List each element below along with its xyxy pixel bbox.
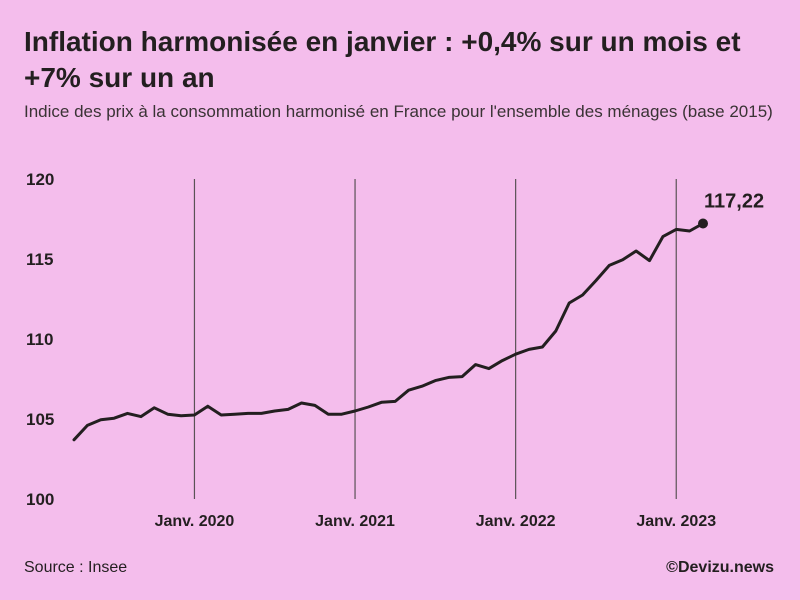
source-note: Source : Insee <box>24 559 128 576</box>
last-value-label: 117,22 <box>704 190 764 212</box>
credit-logo: ©Devizu.news <box>666 559 774 576</box>
chart-subtitle: Indice des prix à la consommation harmon… <box>24 102 773 121</box>
y-tick-label: 105 <box>26 410 54 429</box>
x-tick-label: Janv. 2022 <box>476 513 556 530</box>
x-tick-label: Janv. 2023 <box>636 513 716 530</box>
last-value-point <box>698 218 708 229</box>
y-tick-label: 100 <box>26 490 54 509</box>
x-tick-label: Janv. 2021 <box>315 513 395 530</box>
y-axis-ticks: 100 105 110 115 120 <box>26 170 54 509</box>
series-line-ipch <box>72 222 705 442</box>
y-tick-label: 115 <box>26 250 53 269</box>
x-tick-label: Janv. 2020 <box>155 513 235 530</box>
gridlines <box>193 179 677 499</box>
x-axis-ticks: Janv. 2020 Janv. 2021 Janv. 2022 Janv. 2023 <box>155 513 717 530</box>
y-tick-label: 120 <box>26 170 54 189</box>
chart-title: Inflation harmonisée en janvier : +0,4% … <box>24 26 741 93</box>
y-tick-label: 110 <box>26 330 53 349</box>
